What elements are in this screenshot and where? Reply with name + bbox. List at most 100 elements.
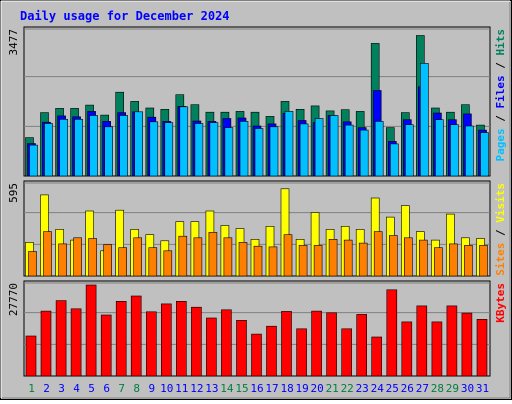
x-tick-day-1: 1 <box>28 382 35 395</box>
bar-pages-day-16 <box>254 128 264 177</box>
x-tick-day-20: 20 <box>310 382 323 395</box>
bar-sites-day-13 <box>208 232 218 277</box>
bar-pages-day-17 <box>269 126 279 177</box>
bar-pages-day-24 <box>374 121 384 177</box>
bar-sites-day-14 <box>223 237 233 277</box>
bar-pages-day-20 <box>314 118 324 177</box>
x-tick-day-3: 3 <box>58 382 65 395</box>
bar-pages-day-15 <box>239 121 249 177</box>
panel-kbytes: 27770 KBytes <box>7 280 507 377</box>
bar-pages-day-21 <box>329 115 339 177</box>
y-max-label-visits-sites: 595 <box>7 183 20 203</box>
bar-kbytes-day-22 <box>341 328 353 377</box>
x-tick-day-26: 26 <box>401 382 414 395</box>
legend-hits-files-pages: Pages / Files / Hits <box>494 29 507 162</box>
bar-sites-day-28 <box>434 247 443 277</box>
bar-kbytes-day-20 <box>311 310 322 377</box>
bar-kbytes-day-21 <box>326 312 337 377</box>
bar-kbytes-day-28 <box>431 321 443 377</box>
bar-kbytes-day-29 <box>446 305 458 377</box>
bar-kbytes-day-25 <box>386 289 398 377</box>
x-tick-day-18: 18 <box>280 382 293 395</box>
x-tick-day-11: 11 <box>175 382 188 395</box>
y-max-label-hits-files-pages: 3477 <box>7 29 20 56</box>
bar-kbytes-day-24 <box>371 336 383 377</box>
bar-pages-day-8 <box>134 111 143 177</box>
bar-sites-day-1 <box>28 251 37 277</box>
bar-sites-day-6 <box>103 244 112 277</box>
bar-kbytes-day-6 <box>100 314 112 377</box>
bar-sites-day-19 <box>298 245 308 277</box>
legend-part-visits-sites-0: Sites <box>494 243 507 276</box>
x-tick-day-22: 22 <box>341 382 354 395</box>
legend-visits-sites: Sites / Visits <box>494 183 507 276</box>
bar-kbytes-day-30 <box>461 312 473 377</box>
x-tick-day-30: 30 <box>461 382 474 395</box>
bar-sites-day-7 <box>118 247 127 277</box>
x-tick-day-28: 28 <box>431 382 444 395</box>
chart-title: Daily usage for December 2024 <box>20 9 230 23</box>
bar-pages-day-3 <box>59 119 68 177</box>
bar-kbytes-day-11 <box>176 300 187 377</box>
bar-kbytes-day-5 <box>85 284 97 377</box>
bar-kbytes-day-7 <box>115 300 127 377</box>
bar-kbytes-day-31 <box>476 318 488 377</box>
x-tick-day-16: 16 <box>250 382 263 395</box>
legend-kbytes: KBytes <box>494 283 507 323</box>
bar-kbytes-day-15 <box>236 319 247 377</box>
x-tick-day-5: 5 <box>88 382 95 395</box>
x-tick-day-9: 9 <box>148 382 155 395</box>
bar-sites-day-25 <box>388 235 398 277</box>
bar-sites-day-23 <box>358 242 368 277</box>
x-tick-day-6: 6 <box>103 382 110 395</box>
x-tick-day-8: 8 <box>133 382 140 395</box>
bar-pages-day-28 <box>435 119 444 177</box>
panel-visits-sites: 595 Sites / Visits <box>7 180 507 277</box>
bar-pages-day-1 <box>29 144 38 177</box>
x-tick-day-14: 14 <box>220 382 234 395</box>
x-tick-day-27: 27 <box>416 382 429 395</box>
bar-kbytes-day-2 <box>40 310 52 377</box>
bar-sites-day-21 <box>328 239 338 277</box>
x-tick-day-31: 31 <box>476 382 489 395</box>
bar-sites-day-29 <box>449 243 458 277</box>
bar-kbytes-day-16 <box>251 333 262 377</box>
legend-part-hits-files-pages-2: Files <box>494 75 507 108</box>
legend-part-hits-files-pages-1: / <box>494 109 507 129</box>
bar-pages-day-14 <box>224 127 234 177</box>
legend-part-hits-files-pages-0: Pages <box>494 128 507 161</box>
bar-pages-day-22 <box>344 124 354 177</box>
bar-kbytes-day-23 <box>356 314 368 377</box>
bar-pages-day-6 <box>104 126 113 177</box>
x-tick-day-10: 10 <box>160 382 173 395</box>
bar-pages-day-29 <box>450 124 459 177</box>
bar-sites-day-10 <box>163 250 173 277</box>
bar-pages-day-12 <box>194 123 204 177</box>
bar-sites-day-27 <box>418 239 428 277</box>
bar-pages-day-19 <box>299 123 309 177</box>
x-tick-day-13: 13 <box>205 382 218 395</box>
bar-sites-day-5 <box>88 238 97 277</box>
bar-kbytes-day-19 <box>296 328 307 377</box>
x-tick-day-7: 7 <box>118 382 125 395</box>
y-max-label-kbytes: 27770 <box>7 283 20 316</box>
legend-part-kbytes-0: KBytes <box>494 283 507 323</box>
bar-pages-day-4 <box>74 119 83 177</box>
x-tick-day-23: 23 <box>356 382 369 395</box>
bar-kbytes-day-27 <box>416 305 428 377</box>
bar-pages-day-2 <box>44 123 53 177</box>
bar-sites-day-17 <box>268 246 278 277</box>
x-tick-day-2: 2 <box>43 382 50 395</box>
legend-part-hits-files-pages-4: Hits <box>494 29 507 56</box>
bar-sites-day-9 <box>148 247 158 277</box>
x-tick-day-17: 17 <box>265 382 278 395</box>
x-tick-day-21: 21 <box>326 382 339 395</box>
bar-kbytes-day-10 <box>161 303 172 377</box>
bar-pages-day-31 <box>480 132 489 177</box>
bar-kbytes-day-3 <box>55 300 67 377</box>
bar-pages-day-11 <box>179 106 189 177</box>
bar-sites-day-11 <box>178 235 188 277</box>
bar-sites-day-15 <box>238 242 248 277</box>
